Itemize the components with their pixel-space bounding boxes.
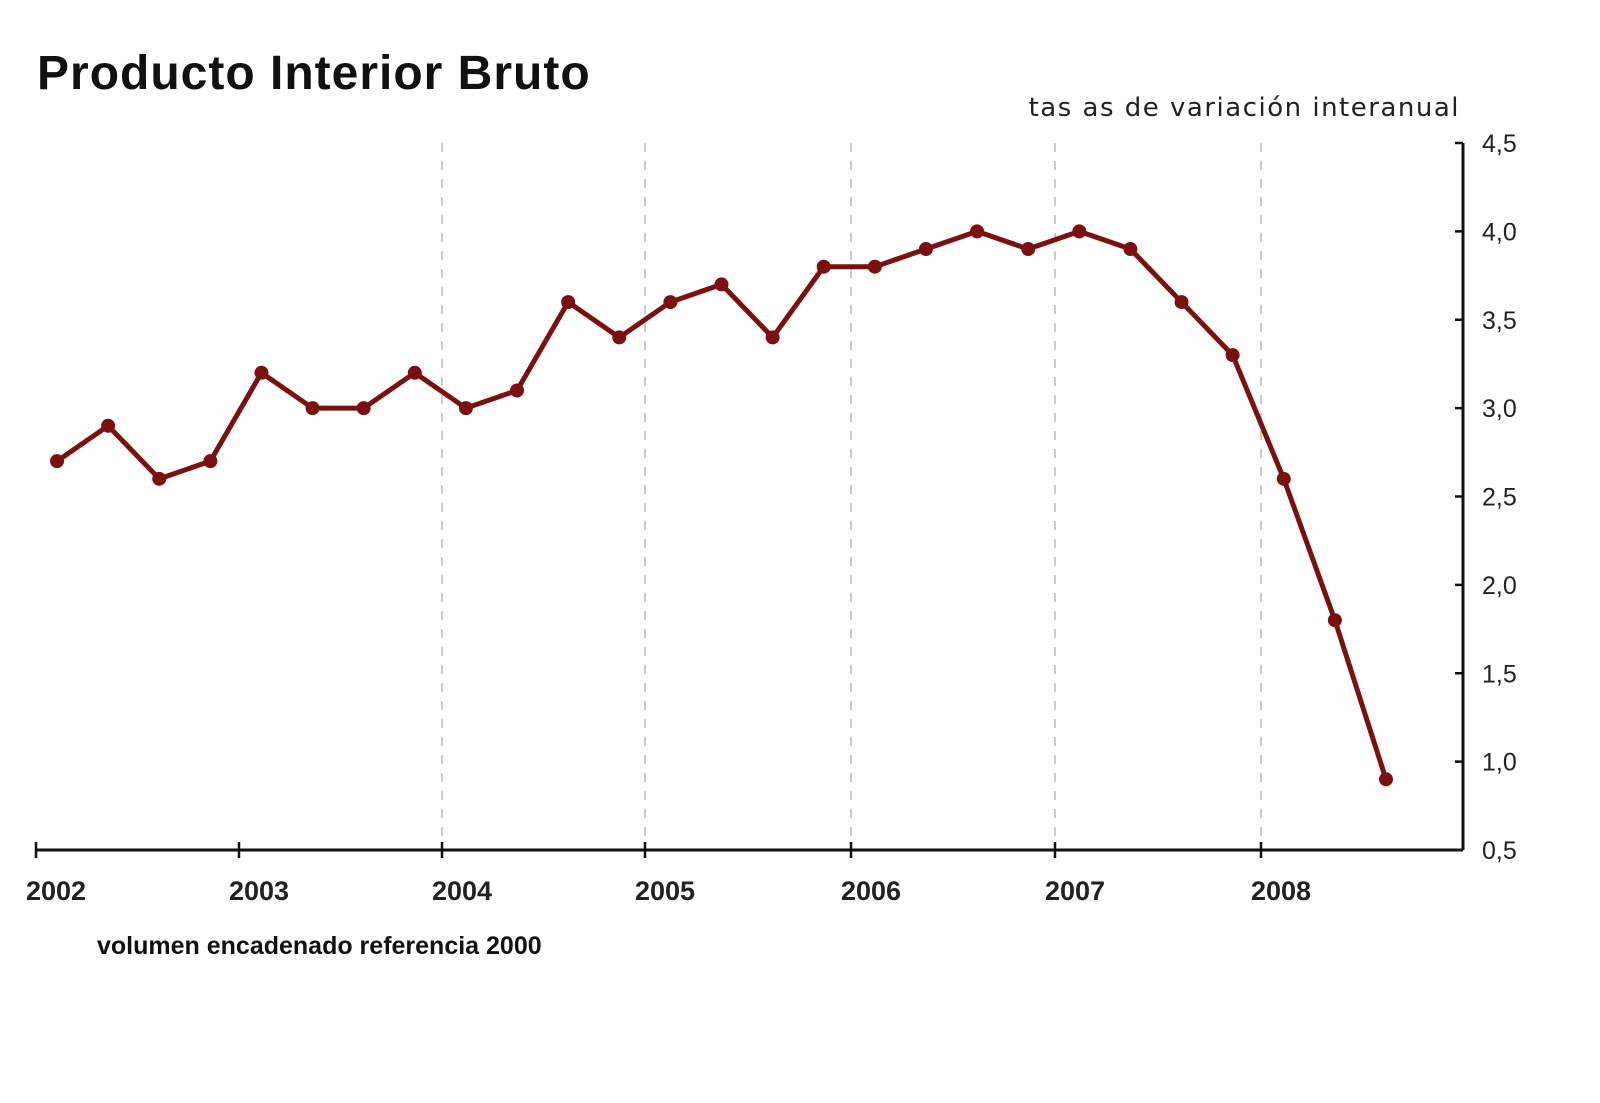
data-point [561,295,576,310]
y-tick-label: 2,0 [1482,572,1517,600]
data-point [1276,471,1291,486]
data-point [50,454,64,469]
data-point [1072,224,1087,239]
x-tick-label: 2007 [1045,876,1105,906]
series-line [55,228,1389,781]
data-point [663,295,678,310]
x-tick-label: 2005 [635,876,695,906]
x-tick-label: 2008 [1251,876,1311,906]
x-tick-label: 2004 [432,876,492,906]
data-point [254,365,269,380]
data-point [152,471,167,486]
data-point [1327,613,1342,628]
data-point [356,401,371,416]
data-point [305,401,320,416]
data-point [816,259,831,274]
x-tick-label: 2002 [26,876,86,906]
data-point [510,383,525,398]
data-point [1225,348,1240,363]
data-point [867,259,882,274]
y-tick-label: 0,5 [1482,837,1517,865]
y-tick-label: 4,0 [1482,218,1517,246]
data-point [918,242,933,257]
chart-title: Producto Interior Bruto [37,47,591,100]
data-point [407,365,422,380]
y-axis-units-label: tas as de variación interanual [1028,93,1460,123]
data-point [612,330,627,345]
y-axis: 4,5 4,0 3,5 3,0 2,5 2,0 1,5 1,0 0,5 [1455,130,1517,865]
y-tick-label: 3,0 [1482,395,1517,423]
data-point [458,401,473,416]
data-point [203,454,218,469]
data-point [1379,772,1393,787]
y-tick-label: 3,5 [1482,307,1517,335]
x-axis: 2002 2003 2004 2005 2006 2007 2008 [26,842,1463,906]
chart-caption: volumen encadenado referencia 2000 [97,932,542,960]
y-tick-label: 1,5 [1482,660,1517,688]
data-point [1174,295,1189,310]
data-point [765,330,780,345]
data-point [970,224,985,239]
x-tick-label: 2006 [841,876,901,906]
data-point [1021,242,1036,257]
y-tick-label: 4,5 [1482,130,1517,158]
gridlines [441,143,1262,850]
data-point [714,277,729,292]
data-series-pib [50,224,1393,787]
data-point [101,418,116,433]
data-point [1123,242,1138,257]
y-tick-label: 1,0 [1482,749,1517,777]
x-tick-label: 2003 [229,876,289,906]
y-tick-label: 2,5 [1482,484,1517,512]
